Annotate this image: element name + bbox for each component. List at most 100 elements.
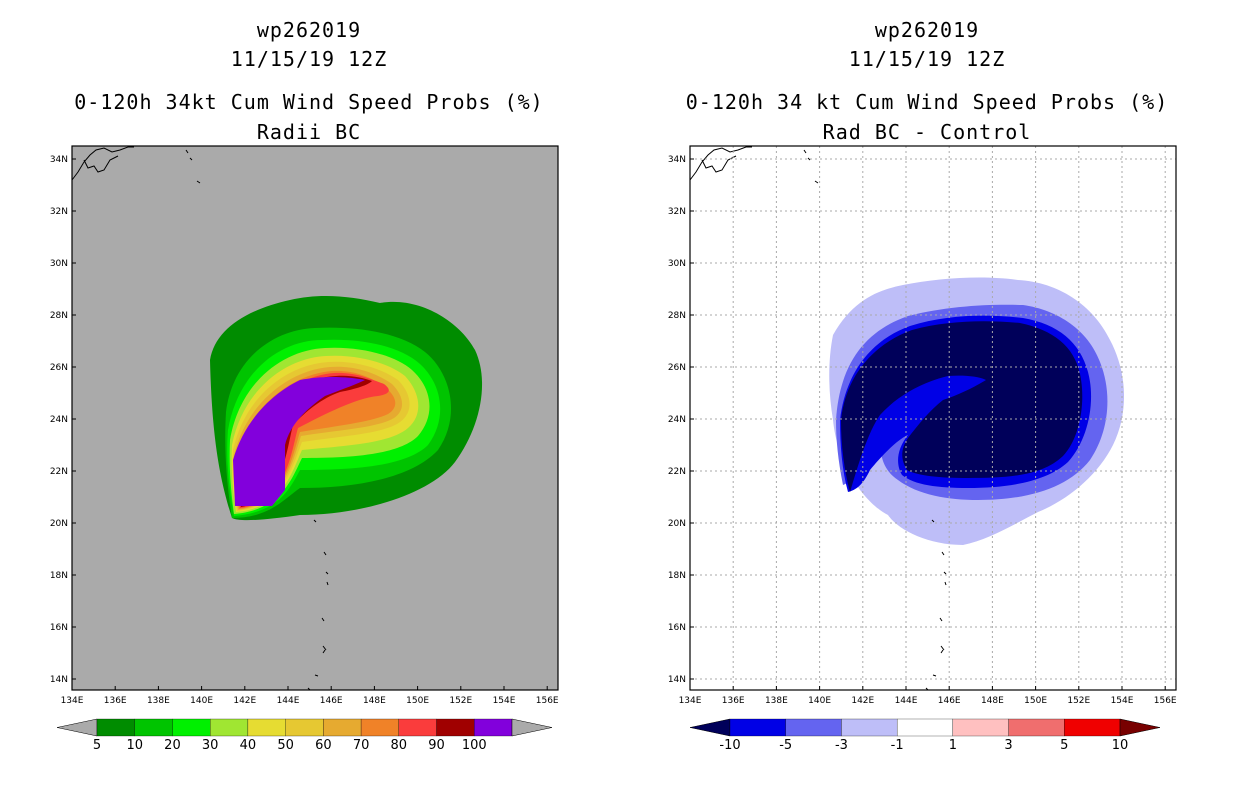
left-panel: wp262019 11/15/19 12Z 0-120h 34kt Cum Wi… — [50, 18, 559, 753]
colorbar-segment — [474, 718, 513, 737]
contour-100 — [233, 377, 365, 506]
coastline-0 — [71, 146, 134, 181]
left-colorbar: 5 10 20 30 40 50 60 70 80 90 100 — [56, 718, 553, 753]
colorbar-segment — [323, 718, 362, 737]
y-tick-label: 32N — [50, 207, 68, 217]
right-panel: wp262019 11/15/19 12Z 0-120h 34 kt Cum W… — [618, 0, 1236, 800]
x-tick-label: 138E — [147, 696, 170, 706]
x-tick-label: 142E — [233, 696, 256, 706]
left-title-date: 11/15/19 12Z — [230, 47, 388, 71]
x-tick-label: 142E — [851, 696, 874, 706]
x-tick-label: 150E — [1024, 696, 1047, 706]
right-title-storm: wp262019 — [874, 18, 980, 42]
colorbar-segment — [210, 718, 249, 737]
y-tick-label: 30N — [50, 259, 68, 269]
colorbar-label: 60 — [315, 738, 332, 753]
y-tick-label: 28N — [668, 311, 686, 321]
colorbar-over-triangle — [1119, 718, 1161, 737]
y-tick-label: 30N — [668, 259, 686, 269]
colorbar-label: 40 — [240, 738, 257, 753]
colorbar-label: -1 — [891, 738, 904, 753]
y-tick-label: 34N — [668, 155, 686, 165]
colorbar-under-triangle — [689, 718, 731, 737]
colorbar-segment — [398, 718, 437, 737]
left-map-svg: 134E 136E 138E 140E 142E 144E 146E 148E 150E 152E… — [50, 145, 559, 753]
x-tick-label: 144E — [895, 696, 918, 706]
colorbar-segment — [172, 718, 211, 737]
colorbar-label: 50 — [277, 738, 294, 753]
colorbar-segment — [1008, 718, 1065, 737]
colorbar-label: 5 — [1060, 738, 1068, 753]
x-tick-label: 152E — [449, 696, 472, 706]
y-tick-label: 16N — [50, 623, 68, 633]
colorbar-label: 5 — [93, 738, 101, 753]
x-tick-label: 136E — [722, 696, 745, 706]
x-tick-label: 146E — [938, 696, 961, 706]
colorbar-segment — [360, 718, 399, 737]
right-title-product: 0-120h 34 kt Cum Wind Speed Probs (%) — [685, 90, 1169, 114]
x-tick-label: 156E — [536, 696, 559, 706]
colorbar-label: 20 — [164, 738, 181, 753]
colorbar-label: 3 — [1004, 738, 1012, 753]
coastline-0 — [689, 146, 752, 181]
x-tick-label: 148E — [363, 696, 386, 706]
x-tick-label: 140E — [808, 696, 831, 706]
colorbar-label: 70 — [353, 738, 370, 753]
colorbar-segment — [896, 718, 954, 737]
x-tick-label: 156E — [1154, 696, 1177, 706]
colorbar-label: 80 — [391, 738, 408, 753]
y-tick-label: 16N — [668, 623, 686, 633]
x-tick-label: 134E — [61, 696, 84, 706]
left-title-product: 0-120h 34kt Cum Wind Speed Probs (%) — [74, 90, 544, 114]
y-tick-label: 20N — [668, 519, 686, 529]
x-tick-label: 154E — [1111, 696, 1134, 706]
x-tick-label: 148E — [981, 696, 1004, 706]
y-tick-label: 24N — [50, 415, 68, 425]
x-tick-label: 154E — [493, 696, 516, 706]
coastline-1 — [185, 149, 201, 184]
left-axes: 134E 136E 138E 140E 142E 144E 146E 148E 150E 152E… — [50, 145, 559, 706]
right-title-subtitle: Rad BC - Control — [822, 120, 1032, 144]
x-tick-label: 146E — [320, 696, 343, 706]
coastline-2 — [307, 519, 329, 691]
colorbar-label: -3 — [835, 738, 848, 753]
y-tick-label: 18N — [50, 571, 68, 581]
y-tick-label: 18N — [668, 571, 686, 581]
colorbar-segment — [841, 718, 898, 737]
colorbar-segment — [134, 718, 173, 737]
y-tick-label: 32N — [668, 207, 686, 217]
colorbar-segment — [436, 718, 475, 737]
colorbar-label: 1 — [949, 738, 957, 753]
colorbar-label: 10 — [126, 738, 143, 753]
colorbar-label: -10 — [719, 738, 740, 753]
y-tick-label: 20N — [50, 519, 68, 529]
colorbar-under-triangle — [56, 718, 98, 737]
left-plot-area — [71, 146, 558, 691]
right-plot-area — [689, 146, 1176, 691]
colorbar-segment — [729, 718, 786, 737]
colorbar-label: 100 — [462, 738, 487, 753]
colorbar-segment — [96, 718, 135, 737]
plot-frame — [71, 145, 559, 691]
colorbar-label: 30 — [202, 738, 219, 753]
y-tick-label: 22N — [668, 467, 686, 477]
y-tick-label: 26N — [668, 363, 686, 373]
colorbar-segment — [785, 718, 842, 737]
colorbar-segment — [952, 718, 1009, 737]
x-tick-label: 144E — [277, 696, 300, 706]
colorbar-label: -5 — [779, 738, 792, 753]
y-tick-label: 34N — [50, 155, 68, 165]
x-tick-label: 134E — [679, 696, 702, 706]
x-tick-label: 136E — [104, 696, 127, 706]
right-map-svg: 134E 136E 138E 140E 142E 144E 146E 148E 150E 152E… — [668, 145, 1177, 753]
left-title-storm: wp262019 — [256, 18, 362, 42]
right-title-date: 11/15/19 12Z — [848, 47, 1006, 71]
y-tick-label: 14N — [50, 675, 68, 685]
x-tick-label: 140E — [190, 696, 213, 706]
coastline-1 — [803, 149, 819, 184]
coastline-2 — [925, 519, 947, 691]
diff-under — [841, 321, 1083, 492]
plot-frame — [689, 145, 1177, 691]
colorbar-label: 90 — [428, 738, 445, 753]
y-tick-label: 28N — [50, 311, 68, 321]
